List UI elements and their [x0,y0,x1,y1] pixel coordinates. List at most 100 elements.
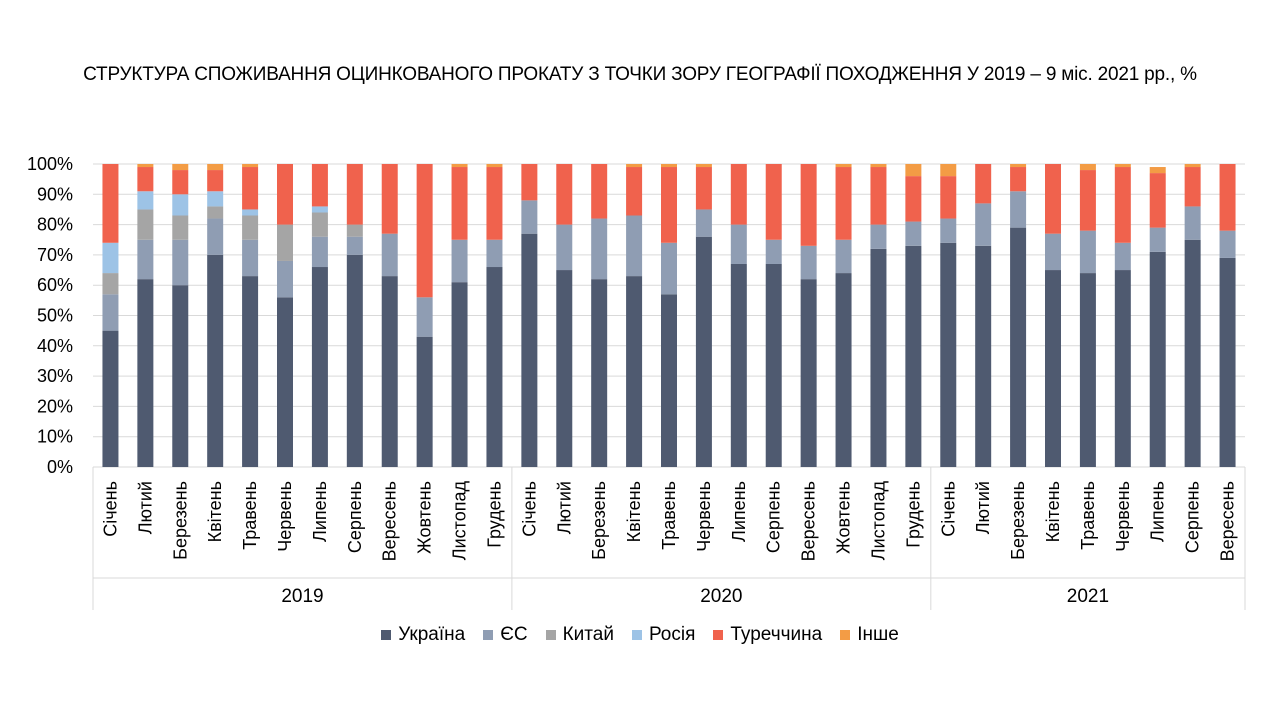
bar-segment [277,224,293,261]
bar-segment [905,164,922,177]
bar-segment [486,267,503,467]
bar-segment [695,164,712,168]
bar-segment [695,209,712,237]
x-tick-label: Вересень [799,481,819,561]
bar-segment [242,276,259,467]
bar-segment [1114,164,1131,168]
bar-segment [905,221,922,246]
bar-segment [346,254,363,467]
bar-segment [835,239,852,274]
x-tick-label: Червень [694,481,714,552]
bar-segment [311,212,328,237]
bar-segment [416,297,433,337]
bar-segment [451,164,468,168]
bar-segment [1184,164,1201,168]
y-tick-label: 80% [37,215,73,235]
x-tick-label: Квітень [1043,481,1063,542]
x-tick-label: Червень [275,481,295,552]
legend-label: Росія [648,624,696,645]
x-tick-label: Серпень [345,481,365,553]
legend-item: Інше [840,624,899,646]
bar-segment [207,191,224,207]
bar-segment [730,224,747,264]
bar-segment [661,164,677,168]
bar-segment [172,170,189,195]
bar-segment [242,164,259,168]
bar-segment [1045,164,1061,234]
bar-segment [207,218,224,255]
x-tick-label: Червень [1113,481,1133,552]
bar-segment [137,209,154,240]
bar-segment [1149,227,1166,252]
y-tick-label: 30% [37,366,73,386]
bar-segment [730,164,747,225]
legend-item: Туреччина [713,624,822,646]
x-tick-label: Лютий [973,481,993,534]
bar-segment [591,164,608,219]
x-tick-label: Лютий [135,481,155,534]
bar-segment [451,167,468,240]
legend-label: ЄС [500,624,528,645]
x-tick-label: Вересень [1218,481,1238,561]
bar-segment [311,164,328,207]
x-tick-label: Серпень [1183,481,1203,553]
bar-segment [870,164,887,168]
bar-segment [626,164,643,168]
bar-segment [626,215,643,277]
x-tick-label: Березень [1008,481,1028,560]
bar-segment [172,285,189,467]
bar-segment [1010,191,1027,228]
bar-segment [381,233,398,277]
bar-segment [1149,173,1166,228]
legend-swatch [545,630,556,640]
bar-segment [242,209,259,216]
bar-segment [311,236,328,268]
y-tick-label: 60% [37,275,73,295]
bar-segment [311,267,328,467]
x-tick-label: Березень [589,481,609,560]
x-tick-label: Травень [659,481,679,550]
bar-segment [800,245,817,280]
bar-segment [1184,167,1201,207]
bar-segment [486,164,503,168]
legend-item: Росія [631,624,696,646]
bar-segment [556,270,573,467]
bar-segment [137,167,154,192]
legend-label: Інше [857,624,899,645]
bar-segment [800,279,817,467]
x-tick-label: Лютий [554,481,574,534]
bar-segment [172,239,189,286]
bar-segment [695,236,712,467]
bar-segment [242,215,259,240]
bar-segment [486,239,503,268]
bar-segment [661,167,677,243]
bar-segment [1149,251,1166,467]
bar-segment [1079,273,1096,467]
bar-segment [102,294,119,331]
bar-segment [1045,270,1061,467]
bar-segment [975,245,992,467]
bar-segment [591,279,608,467]
bar-segment [242,239,259,277]
bar-segment [277,297,293,467]
x-tick-label: Січень [100,481,120,537]
bar-segment [381,164,398,234]
bar-segment [940,176,957,219]
bar-segment [486,167,503,240]
bar-segment [661,242,677,295]
bar-segment [102,242,119,274]
legend-label: Україна [398,624,466,645]
bar-segment [975,164,992,204]
group-label: 2019 [281,586,323,607]
bar-segment [242,167,259,210]
bar-segment [591,218,608,280]
bar-segment [102,273,119,295]
bar-segment [451,282,468,467]
bar-segment [172,194,189,216]
y-tick-label: 10% [37,427,73,447]
bar-segment [626,167,643,216]
x-tick-label: Грудень [903,481,923,548]
y-tick-label: 50% [37,306,73,326]
legend-item: Україна [381,624,465,646]
